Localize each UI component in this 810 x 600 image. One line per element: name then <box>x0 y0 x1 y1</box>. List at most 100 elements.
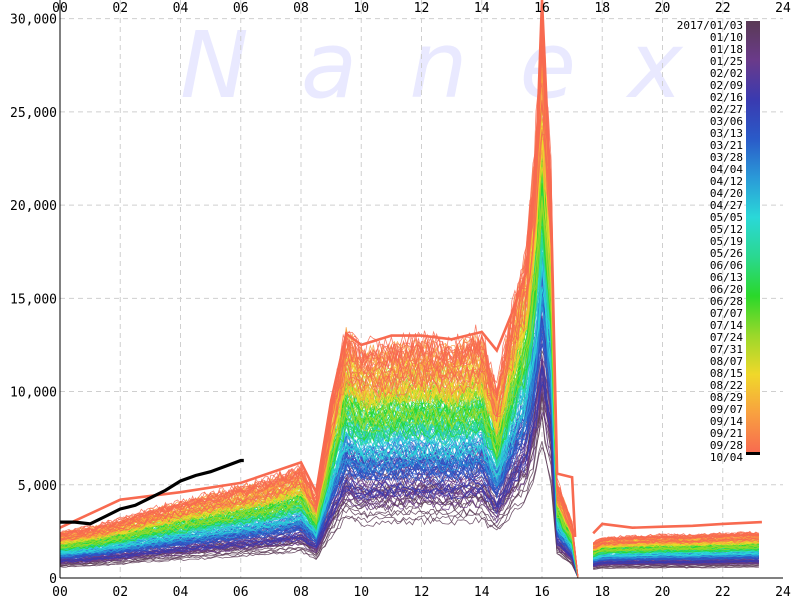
legend-date-label: 05/05 <box>710 211 743 224</box>
y-tick-label: 30,000 <box>10 13 57 28</box>
legend-date-label: 07/31 <box>710 343 743 356</box>
series-line <box>59 200 579 579</box>
colorbar-highlight-marker <box>746 452 760 455</box>
x-tick-label-top: 04 <box>173 1 189 16</box>
series-lines <box>59 0 762 579</box>
legend-date-label: 08/22 <box>710 379 743 392</box>
series-line <box>59 214 579 579</box>
legend-date-label: 02/16 <box>710 91 743 104</box>
x-tick-label-bottom: 14 <box>474 585 490 600</box>
legend-date-label: 05/12 <box>710 223 743 236</box>
x-tick-label-bottom: 02 <box>112 585 128 600</box>
y-tick-label: 20,000 <box>10 199 57 214</box>
legend-date-label: 01/10 <box>710 31 743 44</box>
legend-date-label: 02/27 <box>710 103 743 116</box>
y-tick-label: 5,000 <box>18 479 57 494</box>
legend-date-label: 07/07 <box>710 307 743 320</box>
x-tick-label-bottom: 12 <box>414 585 430 600</box>
colorbar <box>746 21 760 453</box>
legend-date-label: 07/24 <box>710 331 743 344</box>
series-line <box>59 287 579 579</box>
legend-date-label: 10/04 <box>710 451 743 464</box>
x-tick-label-bottom: 16 <box>534 585 550 600</box>
series-line <box>59 386 579 579</box>
series-line <box>59 50 579 579</box>
legend-date-label: 06/13 <box>710 271 743 284</box>
series-line <box>59 382 579 579</box>
watermark-text: Nanex <box>180 12 735 119</box>
series-line <box>59 414 579 579</box>
legend-date-label: 06/20 <box>710 283 743 296</box>
legend-date-label: 05/26 <box>710 247 743 260</box>
legend-date-label: 08/07 <box>710 355 743 368</box>
x-tick-label-top: 10 <box>353 1 369 16</box>
x-tick-label-top: 22 <box>715 1 731 16</box>
y-axis-ticks: 0 5,000 10,000 15,000 20,000 25,000 30,000 <box>10 13 57 587</box>
legend-date-label: 07/14 <box>710 319 743 332</box>
series-line-evening <box>593 540 759 551</box>
x-axis-bottom-ticks: 00 02 04 06 08 10 12 14 16 18 20 22 24 <box>52 585 791 600</box>
series-line-evening <box>593 562 759 567</box>
series-line-evening <box>593 564 759 569</box>
x-tick-label-top: 20 <box>655 1 671 16</box>
legend-date-label: 08/15 <box>710 367 743 380</box>
max-series-evening-line <box>592 520 762 535</box>
y-tick-label: 25,000 <box>10 106 57 121</box>
x-tick-label-bottom: 06 <box>233 585 249 600</box>
legend-date-label: 09/14 <box>710 415 743 428</box>
x-tick-label-top: 02 <box>112 1 128 16</box>
series-line <box>59 380 579 579</box>
legend-date-label: 04/27 <box>710 199 743 212</box>
x-tick-label-bottom: 08 <box>293 585 309 600</box>
x-tick-label-bottom: 22 <box>715 585 731 600</box>
x-tick-label-top: 08 <box>293 1 309 16</box>
x-tick-label-top: 12 <box>414 1 430 16</box>
legend-date-label: 04/04 <box>710 163 743 176</box>
legend-date-label: 01/18 <box>710 43 743 56</box>
axes <box>59 0 783 579</box>
series-line <box>59 411 579 579</box>
legend-date-label: 09/21 <box>710 427 743 440</box>
series-line-evening <box>593 554 759 560</box>
series-line-evening <box>593 554 759 562</box>
legend-date-label: 04/12 <box>710 175 743 188</box>
y-tick-label: 15,000 <box>10 292 57 307</box>
x-tick-label-top: 00 <box>52 1 68 16</box>
x-tick-label-bottom: 04 <box>173 585 189 600</box>
series-line-evening <box>593 545 760 554</box>
x-tick-label-bottom: 24 <box>775 585 791 600</box>
x-axis-top-ticks: 00 02 04 06 08 10 12 14 16 18 20 22 24 <box>52 1 791 16</box>
legend-date-label: 03/21 <box>710 139 743 152</box>
series-line-evening <box>592 534 759 545</box>
legend-date-label: 02/02 <box>710 67 743 80</box>
legend-date-label: 08/29 <box>710 391 743 404</box>
series-line <box>59 306 579 579</box>
x-tick-label-top: 24 <box>775 1 791 16</box>
legend-date-label: 09/28 <box>710 439 743 452</box>
series-line <box>59 100 579 579</box>
series-line <box>59 366 579 579</box>
series-line-evening <box>593 550 759 558</box>
series-line-evening <box>593 559 759 565</box>
y-tick-label: 0 <box>49 572 57 587</box>
x-tick-label-top: 16 <box>534 1 550 16</box>
legend-date-label: 06/28 <box>710 295 743 308</box>
color-legend: 2017/01/0301/1001/1801/2502/0202/0902/16… <box>677 19 760 464</box>
x-tick-label-bottom: 20 <box>655 585 671 600</box>
legend-date-label: 03/28 <box>710 151 743 164</box>
series-line-evening <box>593 560 759 566</box>
x-tick-label-top: 14 <box>474 1 490 16</box>
series-line <box>59 319 579 579</box>
x-tick-label-bottom: 10 <box>353 585 369 600</box>
max-series-line <box>59 0 577 538</box>
series-line-evening <box>593 537 760 548</box>
legend-date-label: 03/06 <box>710 115 743 128</box>
series-line-evening <box>593 541 760 551</box>
series-line-evening <box>593 548 760 558</box>
x-tick-label-bottom: 00 <box>52 585 68 600</box>
series-line <box>59 264 579 579</box>
series-line-evening <box>593 565 759 570</box>
legend-date-label: 06/06 <box>710 259 743 272</box>
legend-date-label: 09/07 <box>710 403 743 416</box>
x-tick-label-top: 06 <box>233 1 249 16</box>
